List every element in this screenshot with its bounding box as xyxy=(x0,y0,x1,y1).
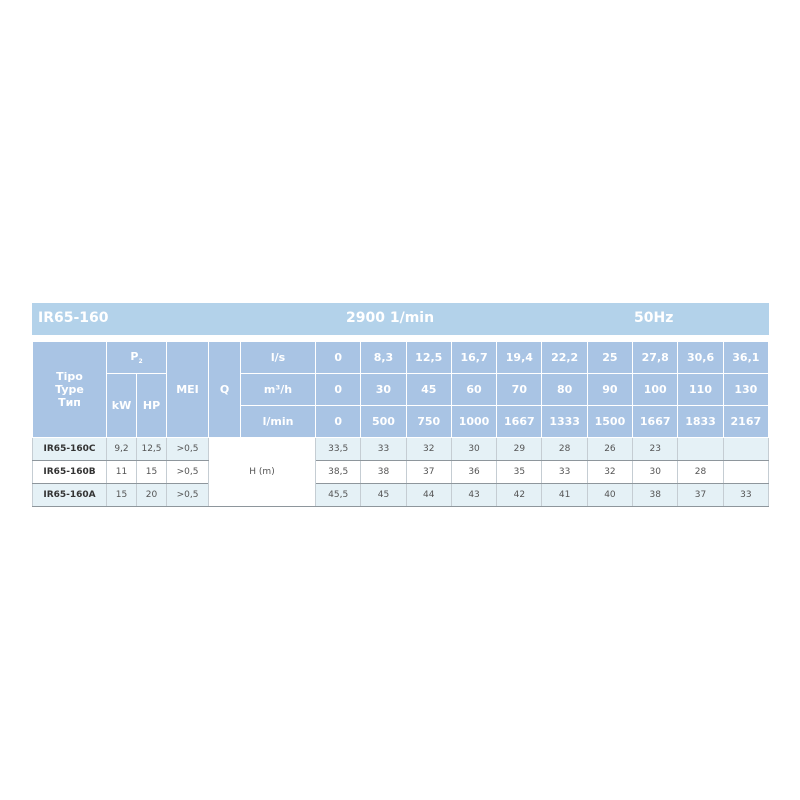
table-row: IR65-160A 15 20 >0,5 45,5 45 44 43 42 41 40 38 37 33 xyxy=(32,483,770,507)
model-title: IR65-160 xyxy=(38,310,109,326)
head-value-cell: 40 xyxy=(586,483,634,507)
head-value-cell: 37 xyxy=(405,460,452,484)
head-value-cell: 33 xyxy=(541,460,588,484)
flow-ls-cell: 25 xyxy=(586,341,634,374)
type-label-it: Tipo xyxy=(56,370,83,383)
performance-table: Tipo Type Тип P2 MEI Q l/s 0 8,3 12,5 16,7 1… xyxy=(32,341,770,507)
p2-label: P xyxy=(130,349,139,363)
head-value-cell: 33 xyxy=(722,483,770,507)
head-value-cell: 28 xyxy=(677,460,724,484)
flow-ls-cell: 8,3 xyxy=(360,341,407,374)
head-value-cell: 37 xyxy=(677,483,724,507)
hp-header: HP xyxy=(136,373,167,438)
kw-cell: 11 xyxy=(106,460,137,484)
flow-m3h-cell: 30 xyxy=(360,373,407,406)
flow-lmin-cell: 1000 xyxy=(450,405,498,438)
kw-cell: 9,2 xyxy=(106,437,137,461)
flow-lmin-cell: 500 xyxy=(360,405,407,438)
head-label-cell: H (m) xyxy=(208,437,316,507)
hp-cell: 12,5 xyxy=(136,437,167,461)
head-value-cell: 38 xyxy=(632,483,679,507)
p2-header: P2 xyxy=(106,341,167,374)
flow-m3h-cell: 60 xyxy=(450,373,498,406)
head-value-cell: 32 xyxy=(405,437,452,461)
model-cell: IR65-160C xyxy=(32,437,107,461)
head-value-cell: 42 xyxy=(496,483,543,507)
head-value-cell: 36 xyxy=(450,460,498,484)
mei-header: MEI xyxy=(166,341,209,438)
p2-subscript: 2 xyxy=(138,358,143,366)
flow-lmin-cell: 750 xyxy=(405,405,452,438)
title-bar: IR65-160 2900 1/min 50Hz xyxy=(32,303,769,335)
head-value-cell: 38,5 xyxy=(314,460,362,484)
head-value-cell: 29 xyxy=(496,437,543,461)
head-value-cell: 44 xyxy=(405,483,452,507)
head-value-cell: 41 xyxy=(541,483,588,507)
model-cell: IR65-160A xyxy=(32,483,107,507)
unit-lmin: l/min xyxy=(240,405,316,438)
flow-m3h-cell: 130 xyxy=(722,373,770,406)
model-cell: IR65-160B xyxy=(32,460,107,484)
type-header: Tipo Type Тип xyxy=(32,341,107,438)
flow-ls-cell: 30,6 xyxy=(677,341,724,374)
flow-ls-cell: 16,7 xyxy=(450,341,498,374)
flow-ls-cell: 19,4 xyxy=(496,341,543,374)
flow-m3h-cell: 45 xyxy=(405,373,452,406)
flow-m3h-cell: 100 xyxy=(632,373,679,406)
head-value-cell: 43 xyxy=(450,483,498,507)
head-value-cell: 32 xyxy=(586,460,634,484)
head-value-cell: 30 xyxy=(632,460,679,484)
flow-ls-cell: 12,5 xyxy=(405,341,452,374)
flow-m3h-cell: 70 xyxy=(496,373,543,406)
table-row: IR65-160C 9,2 12,5 >0,5 H (m) 33,5 33 32 30 29 28 2… xyxy=(32,437,770,507)
flow-ls-cell: 0 xyxy=(314,341,362,374)
kw-header: kW xyxy=(106,373,137,438)
hp-cell: 20 xyxy=(136,483,167,507)
mei-cell: >0,5 xyxy=(166,460,209,484)
hp-cell: 15 xyxy=(136,460,167,484)
type-label-ru: Тип xyxy=(58,396,81,409)
flow-ls-cell: 27,8 xyxy=(632,341,679,374)
unit-m3h: m³/h xyxy=(240,373,316,406)
head-value-cell: 26 xyxy=(586,437,634,461)
head-value-cell: 45,5 xyxy=(314,483,362,507)
flow-lmin-cell: 2167 xyxy=(722,405,770,438)
kw-cell: 15 xyxy=(106,483,137,507)
head-value-cell xyxy=(722,437,770,461)
head-value-cell: 28 xyxy=(541,437,588,461)
flow-lmin-cell: 1833 xyxy=(677,405,724,438)
head-value-cell: 35 xyxy=(496,460,543,484)
flow-m3h-cell: 0 xyxy=(314,373,362,406)
q-header: Q xyxy=(208,341,241,438)
speed-title: 2900 1/min xyxy=(346,310,435,326)
flow-lmin-cell: 0 xyxy=(314,405,362,438)
flow-ls-cell: 22,2 xyxy=(541,341,588,374)
flow-m3h-cell: 110 xyxy=(677,373,724,406)
head-value-cell xyxy=(722,460,770,484)
frequency-title: 50Hz xyxy=(634,310,674,326)
head-value-cell: 38 xyxy=(360,460,407,484)
flow-m3h-cell: 90 xyxy=(586,373,634,406)
flow-lmin-cell: 1667 xyxy=(632,405,679,438)
mei-cell: >0,5 xyxy=(166,483,209,507)
head-value-cell xyxy=(677,437,724,461)
head-value-cell: 33,5 xyxy=(314,437,362,461)
head-value-cell: 30 xyxy=(450,437,498,461)
head-value-cell: 23 xyxy=(632,437,679,461)
flow-m3h-cell: 80 xyxy=(541,373,588,406)
head-value-cell: 45 xyxy=(360,483,407,507)
type-label-en: Type xyxy=(55,383,84,396)
flow-lmin-cell: 1667 xyxy=(496,405,543,438)
mei-cell: >0,5 xyxy=(166,437,209,461)
flow-lmin-cell: 1500 xyxy=(586,405,634,438)
flow-lmin-cell: 1333 xyxy=(541,405,588,438)
head-value-cell: 33 xyxy=(360,437,407,461)
unit-ls: l/s xyxy=(240,341,316,374)
table-row: IR65-160B 11 15 >0,5 38,5 38 37 36 35 33 32 30 28 xyxy=(32,460,770,484)
flow-ls-cell: 36,1 xyxy=(722,341,770,374)
